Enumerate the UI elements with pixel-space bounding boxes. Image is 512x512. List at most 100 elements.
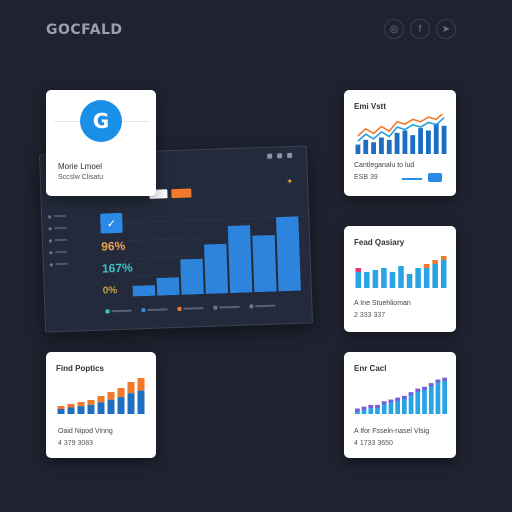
chart-bar-top — [415, 388, 421, 392]
card-value: 4 1733 3650 — [354, 440, 393, 447]
chart-bar — [418, 128, 423, 154]
chart-bar-top — [57, 406, 65, 409]
window-minimize-button[interactable] — [277, 153, 283, 159]
chart-bar — [368, 404, 374, 414]
chart-bar-top — [107, 392, 115, 400]
twitter-icon[interactable]: ➤ — [436, 19, 456, 39]
card-chart — [355, 256, 447, 288]
stat-value-3: 0% — [102, 285, 118, 297]
chart-bar — [406, 274, 413, 288]
progress-line — [402, 178, 422, 180]
action-chip[interactable] — [428, 173, 442, 182]
chart-line — [357, 114, 444, 137]
chart-bar-top — [117, 388, 125, 398]
chart-bar — [415, 388, 421, 414]
chart-bar — [156, 277, 180, 296]
chart-bar — [180, 258, 204, 295]
chart-bar-top — [422, 386, 427, 390]
chart-bar — [422, 386, 427, 414]
chart-bar — [442, 377, 447, 414]
chart-bar — [441, 125, 447, 154]
twitter-badge-icon[interactable]: ✓ — [100, 212, 123, 234]
analytics-card-bottom-right[interactable]: Enr Cacl A Ifor Fsseln-nasel Vlsig 4 173… — [344, 352, 456, 458]
chart-bar — [402, 395, 407, 414]
chart-bar — [117, 397, 125, 414]
chart-bar — [410, 135, 416, 154]
card-value: 4 379 3083 — [58, 440, 94, 447]
card-caption: Oaid Nipod Vinng — [58, 428, 113, 435]
chart-bar-tip — [440, 256, 447, 260]
chart-bar-top — [402, 395, 407, 399]
chart-bar — [276, 216, 301, 292]
chart-bar-top — [361, 406, 367, 410]
chart-line — [357, 117, 445, 142]
window-close-button[interactable] — [287, 152, 293, 159]
chart-bar — [394, 132, 400, 154]
social-links: ◎ f ➤ — [384, 19, 456, 39]
card-caption: A Ine Stuehlioman — [354, 300, 411, 307]
window-menu-button[interactable] — [267, 153, 273, 159]
chart-bar — [371, 142, 376, 154]
dashboard-legend — [105, 304, 276, 314]
chart-bar — [381, 401, 387, 414]
facebook-icon[interactable]: f — [410, 19, 430, 39]
chart-bar — [137, 390, 145, 414]
analytics-card-bottom-left[interactable]: Find Poptics Oaid Nipod Vinng 4 379 3083 — [46, 352, 156, 458]
analytics-card-top[interactable]: Emi Vstt Cantleganalu to lud ESB 39 — [344, 90, 456, 196]
chart-bar-top — [388, 399, 394, 403]
chart-bar — [381, 268, 387, 288]
star-icon[interactable]: ✦ — [286, 176, 294, 187]
filter-chip-active[interactable] — [171, 188, 192, 199]
chart-bar — [435, 379, 441, 414]
profile-name: Morie Lmoel — [58, 162, 103, 171]
chart-bar — [398, 266, 404, 288]
sidebar-item[interactable] — [48, 221, 76, 234]
chart-bar-top — [442, 377, 447, 381]
analytics-card-mid[interactable]: Fead Qasiary A Ine Stuehlioman 2 333 337 — [344, 226, 456, 332]
chart-bar — [375, 404, 380, 414]
chart-bar-top — [381, 401, 387, 405]
sidebar-item[interactable] — [48, 209, 76, 222]
chart-bar-tip — [423, 264, 430, 268]
card-value: 2 333 337 — [354, 312, 386, 319]
chart-bar — [107, 399, 115, 414]
chart-bar — [389, 272, 396, 288]
chart-bar-top — [137, 378, 145, 391]
chart-bar-top — [395, 397, 400, 401]
chart-bar — [97, 402, 105, 414]
chart-bar-top — [127, 382, 135, 394]
chart-bar — [363, 139, 369, 154]
card-title: Emi Vstt — [354, 102, 387, 111]
sidebar-item[interactable] — [49, 257, 78, 270]
card-title: Enr Cacl — [354, 364, 387, 373]
instagram-icon[interactable]: ◎ — [384, 19, 404, 39]
chart-bar — [423, 264, 430, 288]
sidebar-item[interactable] — [48, 233, 77, 246]
chart-bar — [132, 285, 156, 297]
chart-bar — [127, 393, 135, 414]
google-avatar-icon[interactable]: G — [80, 100, 122, 142]
chart-bar — [57, 409, 65, 414]
chart-bar — [440, 256, 447, 288]
chart-bar — [87, 404, 95, 414]
card-title: Fead Qasiary — [354, 238, 405, 247]
chart-bar — [408, 392, 414, 414]
chart-bar-top — [97, 396, 105, 403]
dashboard-bar-chart — [126, 216, 309, 297]
brand-logo[interactable]: GOCFALD — [46, 22, 123, 38]
chart-bar — [252, 234, 277, 293]
chart-bar — [364, 272, 370, 288]
card-caption: Cantleganalu to lud — [354, 162, 415, 169]
chart-bar-top — [355, 408, 360, 412]
sidebar-item[interactable] — [49, 245, 77, 258]
chart-bar-tip — [355, 268, 362, 272]
chart-bar — [426, 130, 431, 154]
dashboard-window: ✦ ✓ 96% 167% 0% — [38, 145, 314, 333]
stat-value-1: 96% — [100, 238, 126, 254]
profile-card[interactable]: G Morie Lmoel Sccslw Clisatu — [46, 90, 156, 196]
chart-bar-top — [67, 404, 75, 408]
chart-bar — [77, 406, 85, 414]
chart-bar — [361, 406, 367, 414]
chart-bar — [355, 268, 362, 288]
chart-bar-top — [408, 392, 414, 396]
